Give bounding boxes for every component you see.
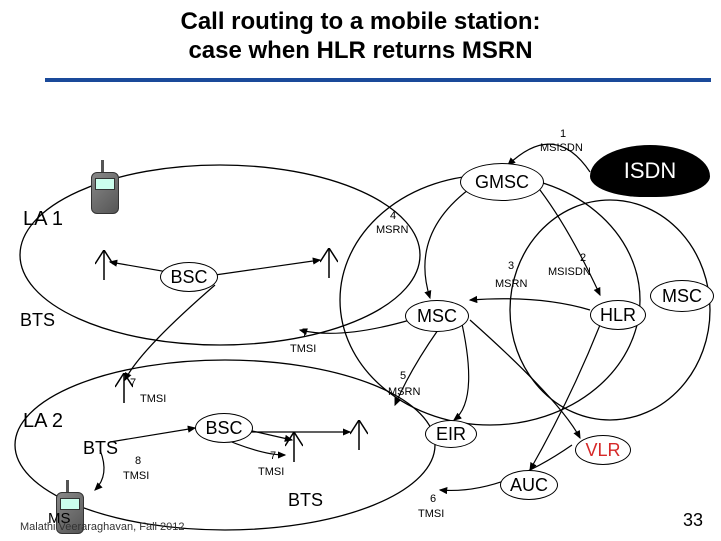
step-text-8: TMSI xyxy=(258,466,284,478)
step-text-6: TMSI xyxy=(290,343,316,355)
gmsc-node: GMSC xyxy=(460,163,544,201)
gmsc-label: GMSC xyxy=(475,172,529,193)
step-text-5: TMSI xyxy=(418,508,444,520)
antenna-icon-1 xyxy=(320,248,338,278)
vlr-node: VLR xyxy=(575,435,631,465)
step-text-4: MSRN xyxy=(388,386,420,398)
slide-number: 33 xyxy=(683,510,703,531)
bsc1-label: BSC xyxy=(170,267,207,288)
bsc2-node: BSC xyxy=(195,413,253,443)
mobile-station-0 xyxy=(85,160,125,215)
auc-node: AUC xyxy=(500,470,558,500)
bts-label-0: BTS xyxy=(20,310,55,331)
antenna-icon-3 xyxy=(285,432,303,462)
eir-node: EIR xyxy=(425,420,477,448)
antenna-icon-4 xyxy=(350,420,368,450)
isdn-label: ISDN xyxy=(624,158,677,184)
eir-label: EIR xyxy=(436,424,466,445)
step-number-2: 3 xyxy=(508,260,514,272)
msc2-label: MSC xyxy=(662,286,702,307)
auc-label: AUC xyxy=(510,475,548,496)
step-number-7: 7 xyxy=(130,377,136,389)
step-text-0: MSISDN xyxy=(540,142,583,154)
bsc2-label: BSC xyxy=(205,418,242,439)
step-text-7: TMSI xyxy=(140,393,166,405)
msc-label: MSC xyxy=(417,306,457,327)
la2-label: LA 2 xyxy=(23,410,63,433)
msc-node: MSC xyxy=(405,300,469,332)
step-number-5: 6 xyxy=(430,493,436,505)
step-number-3: 4 xyxy=(390,210,396,222)
vlr-label: VLR xyxy=(585,440,620,461)
step-number-9: 8 xyxy=(135,455,141,467)
bts-label-2: BTS xyxy=(288,490,323,511)
antenna-icon-0 xyxy=(95,250,113,280)
bsc1-node: BSC xyxy=(160,262,218,292)
msc2-node: MSC xyxy=(650,280,714,312)
bts-label-1: BTS xyxy=(83,438,118,459)
step-number-4: 5 xyxy=(400,370,406,382)
step-number-6: 7 xyxy=(302,327,308,339)
step-number-0: 1 xyxy=(560,128,566,140)
step-text-9: TMSI xyxy=(123,470,149,482)
step-text-2: MSRN xyxy=(495,278,527,290)
step-number-8: 7 xyxy=(270,450,276,462)
step-number-1: 2 xyxy=(580,252,586,264)
step-text-3: MSRN xyxy=(376,224,408,236)
hlr-node: HLR xyxy=(590,300,646,330)
step-text-1: MSISDN xyxy=(548,266,591,278)
footer-text: Malathi Veeraraghavan, Fall 2012 xyxy=(20,521,185,533)
la1-label: LA 1 xyxy=(23,208,63,231)
hlr-label: HLR xyxy=(600,305,636,326)
